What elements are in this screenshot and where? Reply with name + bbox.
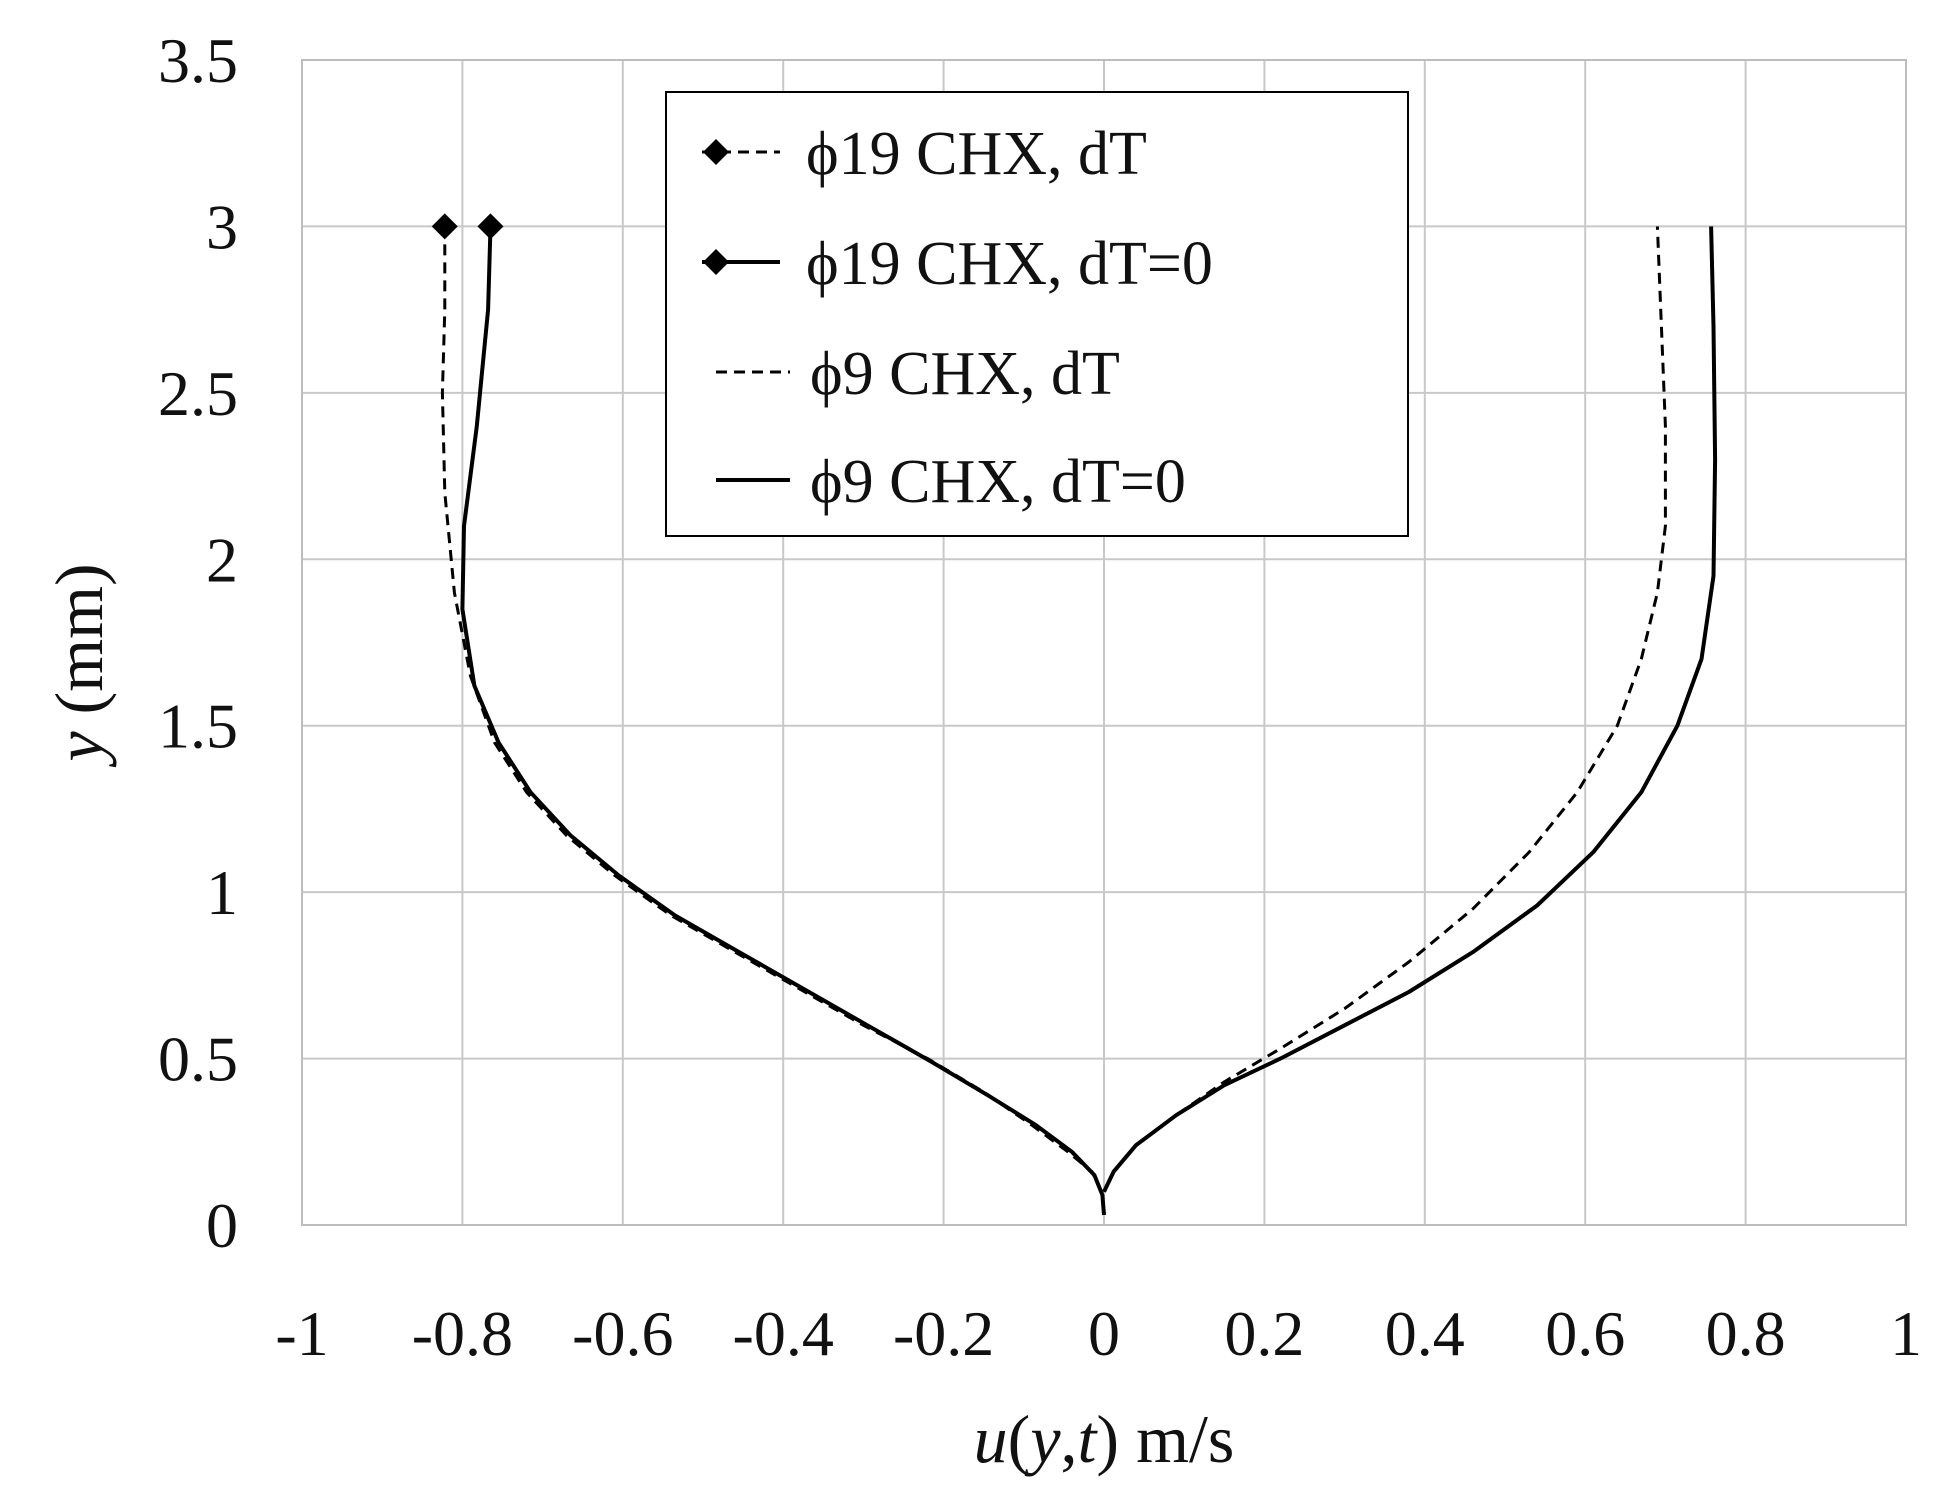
legend-box xyxy=(665,91,1409,537)
legend-label: ϕ9 CHX, dT xyxy=(810,340,1120,408)
series-layer xyxy=(431,213,1718,1216)
x-tick-label: -0.2 xyxy=(893,1298,994,1369)
series-marker xyxy=(431,213,458,240)
x-tick-label: -0.8 xyxy=(412,1298,513,1369)
y-tick-label: 0.5 xyxy=(158,1024,238,1095)
legend: ϕ19 CHX, dT ϕ19 CHX, dT=0 ϕ9 CHX, dT ϕ9 CHX… xyxy=(665,91,1409,537)
series-marker xyxy=(477,213,504,240)
x-axis-title: u(y,t) m/s xyxy=(974,1401,1235,1477)
series-line-1 xyxy=(460,226,1106,1216)
x-tick-label: 0.6 xyxy=(1545,1298,1625,1369)
x-tick-label: 0 xyxy=(1088,1298,1120,1369)
y-tick-label: 2 xyxy=(206,524,238,595)
y-tick-label: 1 xyxy=(206,857,238,928)
series-3 xyxy=(1102,226,1718,1193)
x-tick-label: 0.8 xyxy=(1706,1298,1786,1369)
x-axis-tick-labels: -1 -0.8 -0.6 -0.4 -0.2 0 0.2 0.4 0.6 0.8 1 xyxy=(275,1298,1922,1369)
legend-item: ϕ19 CHX, dT=0 xyxy=(702,230,1213,298)
series-line-3 xyxy=(1102,226,1718,1193)
legend-marker xyxy=(703,249,729,275)
legend-item: ϕ9 CHX, dT=0 xyxy=(716,448,1186,516)
legend-label: ϕ19 CHX, dT=0 xyxy=(806,230,1213,298)
y-axis-tick-labels: 0 0.5 1 1.5 2 2.5 3 3.5 xyxy=(158,25,238,1261)
legend-item: ϕ19 CHX, dT xyxy=(702,120,1147,188)
x-tick-label: -0.6 xyxy=(572,1298,673,1369)
y-tick-label: 2.5 xyxy=(158,358,238,429)
y-axis-title: y (mm) xyxy=(41,563,117,767)
legend-label: ϕ9 CHX, dT=0 xyxy=(810,448,1186,516)
legend-marker xyxy=(703,139,729,165)
x-tick-label: -0.4 xyxy=(733,1298,834,1369)
y-tick-label: 0 xyxy=(206,1190,238,1261)
y-tick-label: 3 xyxy=(206,191,238,262)
x-tick-label: -1 xyxy=(275,1298,328,1369)
series-1 xyxy=(460,213,1106,1216)
legend-item: ϕ9 CHX, dT xyxy=(716,340,1120,408)
legend-label: ϕ19 CHX, dT xyxy=(806,120,1147,188)
x-tick-label: 0.2 xyxy=(1224,1298,1304,1369)
x-tick-label: 1 xyxy=(1890,1298,1922,1369)
y-tick-label: 3.5 xyxy=(158,25,238,96)
y-tick-label: 1.5 xyxy=(158,691,238,762)
plot-area-border xyxy=(301,59,1907,1226)
series-0 xyxy=(431,213,1106,1216)
x-tick-label: 0.4 xyxy=(1385,1298,1465,1369)
